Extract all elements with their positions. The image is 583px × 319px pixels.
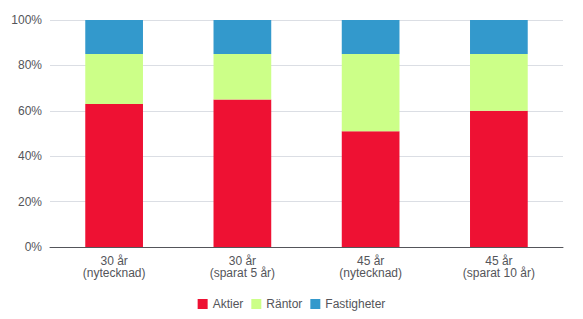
svg-text:80%: 80%	[18, 58, 42, 72]
svg-text:Fastigheter: Fastigheter	[325, 297, 385, 311]
svg-text:(sparat 10 år): (sparat 10 år)	[463, 266, 535, 280]
svg-text:60%: 60%	[18, 104, 42, 118]
svg-text:30 år: 30 år	[100, 254, 128, 268]
svg-text:45 år: 45 år	[485, 254, 513, 268]
svg-text:0%: 0%	[25, 240, 43, 254]
svg-text:30 år: 30 år	[228, 254, 257, 268]
svg-text:Aktier: Aktier	[213, 297, 244, 311]
svg-text:Räntor: Räntor	[266, 297, 302, 311]
svg-text:(nytecknad): (nytecknad)	[83, 266, 146, 280]
svg-text:40%: 40%	[18, 149, 42, 163]
svg-text:(sparat 5 år): (sparat 5 år)	[210, 266, 275, 280]
svg-text:20%: 20%	[18, 195, 42, 209]
svg-text:100%: 100%	[11, 13, 42, 27]
svg-text:45 år: 45 år	[356, 254, 385, 268]
svg-text:(nytecknad): (nytecknad)	[339, 266, 402, 280]
